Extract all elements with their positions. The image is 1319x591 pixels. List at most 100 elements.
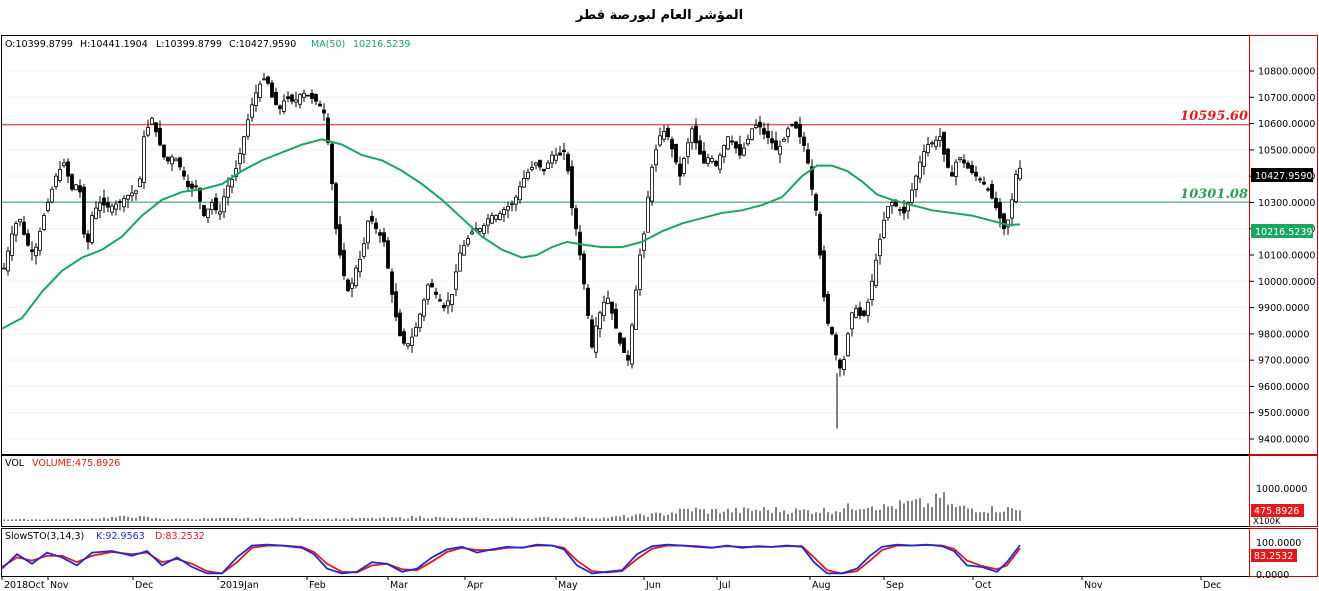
candle-body	[622, 337, 626, 354]
candle-body	[430, 282, 434, 288]
candle-body	[946, 148, 950, 168]
candle-body	[550, 154, 554, 164]
candle-body	[542, 168, 546, 172]
candle-body	[774, 140, 778, 151]
candle-body	[502, 209, 506, 215]
y-tick-label: 9400.0000	[1258, 435, 1309, 446]
candle-body	[694, 125, 698, 144]
candle-body	[170, 156, 174, 165]
candle-body	[698, 140, 702, 155]
candle-body	[426, 284, 430, 300]
candle-body	[738, 144, 742, 156]
stoch-badge-bg	[1251, 549, 1297, 562]
candle-body	[270, 82, 274, 98]
candle-body	[878, 238, 882, 257]
candle-body	[466, 238, 470, 245]
candle-body	[530, 167, 534, 170]
candle-body	[742, 147, 746, 156]
candle-body	[966, 162, 970, 169]
candle-body	[906, 202, 910, 212]
candle-body	[6, 250, 10, 272]
candle-body	[534, 162, 538, 166]
candle-body	[90, 215, 94, 243]
candle-body	[46, 202, 50, 211]
last-price-badge: 10427.9590	[1255, 171, 1312, 182]
candle-body	[962, 159, 966, 164]
candle-body	[1006, 219, 1010, 228]
candle-body	[54, 175, 58, 187]
candle-body	[22, 221, 26, 235]
candle-body	[586, 287, 590, 316]
y-tick-label: 10500.0000	[1258, 145, 1315, 156]
candle-body	[682, 158, 686, 174]
candle-body	[50, 188, 54, 203]
candle-body	[386, 240, 390, 269]
y-tick-label: 10600.0000	[1258, 119, 1315, 130]
candle-body	[678, 163, 682, 177]
candle-body	[766, 131, 770, 138]
price-panel	[1, 35, 1250, 455]
candle-body	[262, 78, 266, 81]
candle-body	[102, 197, 106, 206]
candle-body	[814, 194, 818, 211]
candle-body	[402, 331, 406, 344]
candle-body	[546, 162, 550, 169]
candle-body	[758, 121, 762, 128]
candle-body	[950, 172, 954, 177]
candle-body	[978, 178, 982, 181]
candle-body	[562, 149, 566, 153]
candle-body	[798, 123, 802, 138]
candle-body	[210, 202, 214, 211]
candle-body	[650, 166, 654, 202]
candle-body	[30, 249, 34, 253]
candle-body	[490, 215, 494, 224]
y-tick-label: 10700.0000	[1258, 93, 1315, 104]
candle-body	[222, 196, 226, 213]
y-tick-label: 10800.0000	[1258, 67, 1315, 78]
candle-body	[126, 194, 130, 200]
ohlc-high: H:10441.1904	[80, 39, 148, 50]
ohlc-close: C:10427.9590	[229, 39, 296, 50]
ma-badge: 10216.5239	[1255, 227, 1312, 238]
candle-body	[114, 203, 118, 210]
candle-body	[10, 233, 14, 256]
candle-body	[470, 231, 474, 235]
candle-body	[346, 279, 350, 292]
candle-body	[666, 127, 670, 138]
candle-body	[498, 213, 502, 221]
candle-body	[718, 154, 722, 170]
candle-body	[874, 259, 878, 286]
x-tick-label: Jun	[645, 580, 661, 591]
candle-body	[902, 206, 906, 214]
candle-body	[42, 215, 46, 230]
y-tick-label: 9900.0000	[1258, 303, 1309, 314]
candle-body	[890, 202, 894, 207]
candle-body	[362, 243, 366, 257]
candle-body	[282, 100, 286, 112]
candle-body	[522, 177, 526, 188]
candle-body	[410, 336, 414, 346]
candle-body	[482, 225, 486, 234]
candle-body	[598, 312, 602, 330]
candle-body	[254, 92, 258, 106]
vol-badge-bg	[1251, 504, 1304, 517]
candle-body	[486, 218, 490, 226]
candle-body	[538, 159, 542, 168]
candle-body	[958, 157, 962, 160]
candle-body	[266, 76, 270, 84]
candle-body	[690, 128, 694, 143]
candle-body	[358, 258, 362, 273]
candle-body	[570, 166, 574, 209]
candle-body	[1014, 174, 1018, 202]
candle-body	[394, 291, 398, 318]
candle-body	[406, 343, 410, 347]
candle-body	[582, 253, 586, 285]
candle-body	[594, 325, 598, 353]
y-tick-label: 10000.0000	[1258, 277, 1315, 288]
candle-body	[246, 119, 250, 137]
stoch-label: SlowSTO(3,14,3)	[5, 531, 84, 542]
candle-body	[354, 267, 358, 286]
candle-body	[18, 218, 22, 223]
x-tick-label: May	[558, 580, 578, 591]
candle-body	[94, 207, 98, 219]
